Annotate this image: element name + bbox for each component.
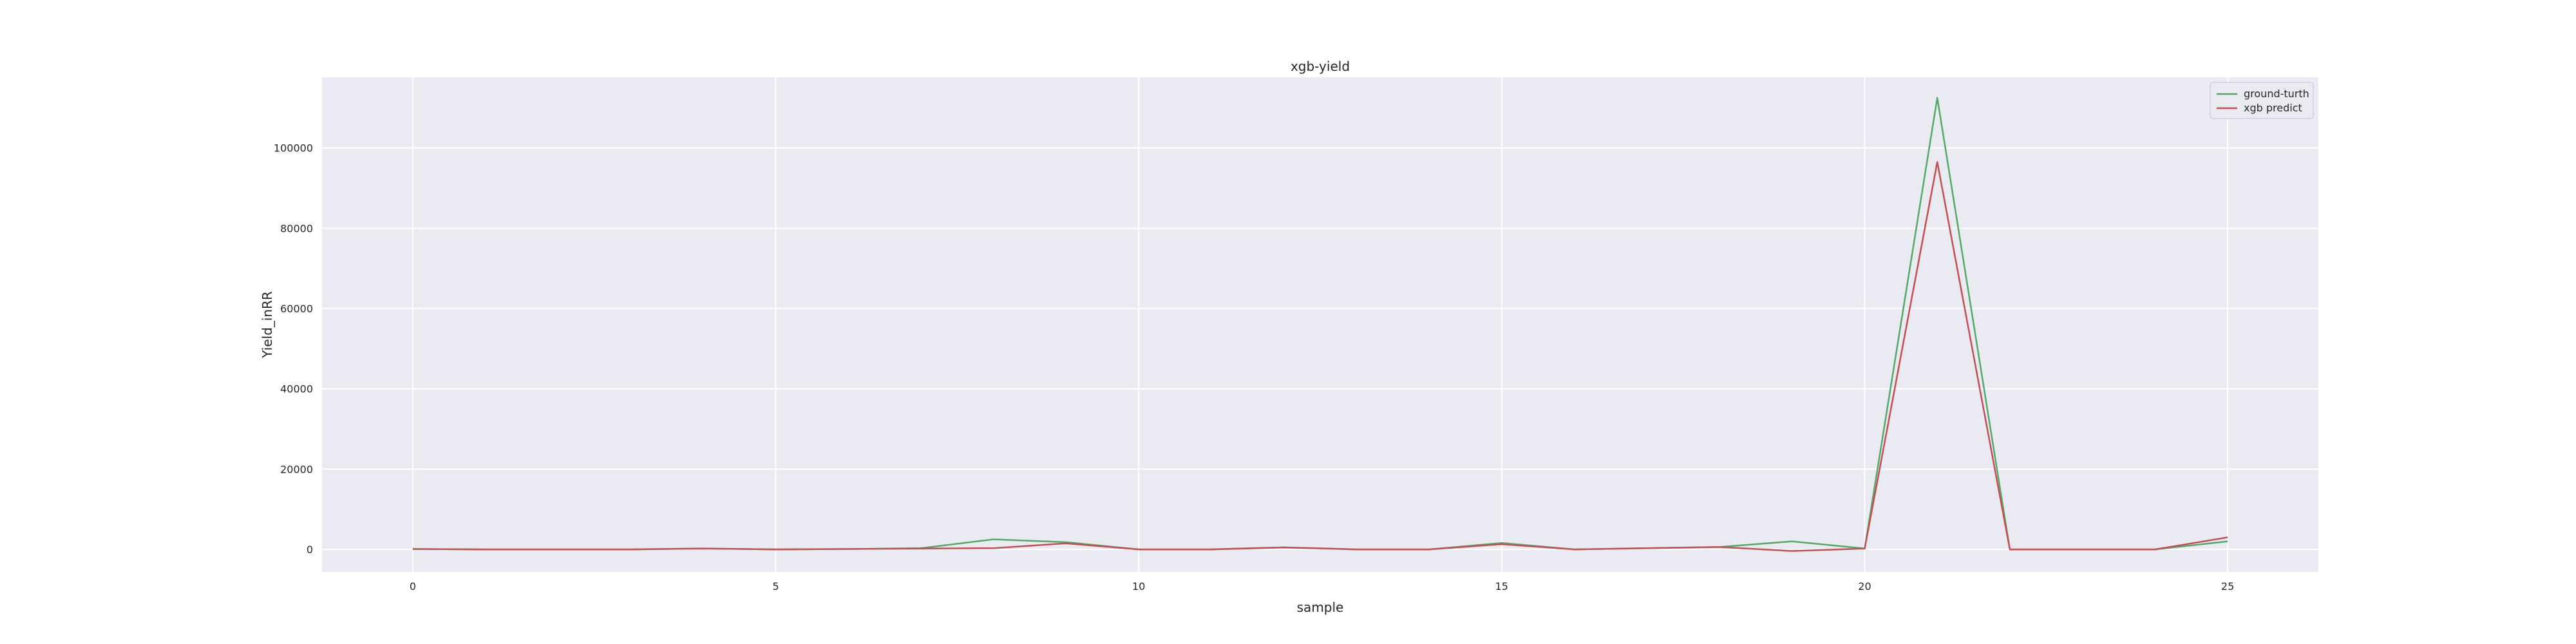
x-tick-label: 5 — [772, 580, 779, 592]
x-tick-label: 20 — [1858, 580, 1871, 592]
y-tick-label: 40000 — [280, 383, 313, 395]
x-tick-label: 15 — [1495, 580, 1508, 592]
data-series — [412, 97, 2228, 552]
y-tick-label: 80000 — [280, 222, 313, 234]
x-tick-label: 0 — [410, 580, 416, 592]
y-tick-label: 100000 — [274, 142, 313, 155]
y-tick-label: 0 — [307, 544, 313, 556]
x-tick-label: 25 — [2221, 580, 2234, 592]
y-axis-label: Yield_inRR — [260, 291, 275, 359]
chart-title: xgb-yield — [1291, 59, 1350, 74]
series-line-xgb-predict — [412, 161, 2228, 552]
tick-labels: 0 5 10 15 20 25 0 20000 40000 60000 80000 100000 — [274, 142, 2234, 592]
plot-area — [322, 77, 2318, 572]
legend-label-xgb-predict: xgb predict — [2244, 102, 2302, 114]
y-tick-label: 20000 — [280, 463, 313, 475]
legend-label-ground-turth: ground-turth — [2244, 88, 2309, 100]
x-axis-label: sample — [1297, 600, 1344, 615]
legend-box — [2210, 82, 2314, 119]
y-tick-label: 60000 — [280, 303, 313, 315]
x-tick-label: 10 — [1132, 580, 1145, 592]
legend: ground-turth xgb predict — [2210, 82, 2314, 119]
